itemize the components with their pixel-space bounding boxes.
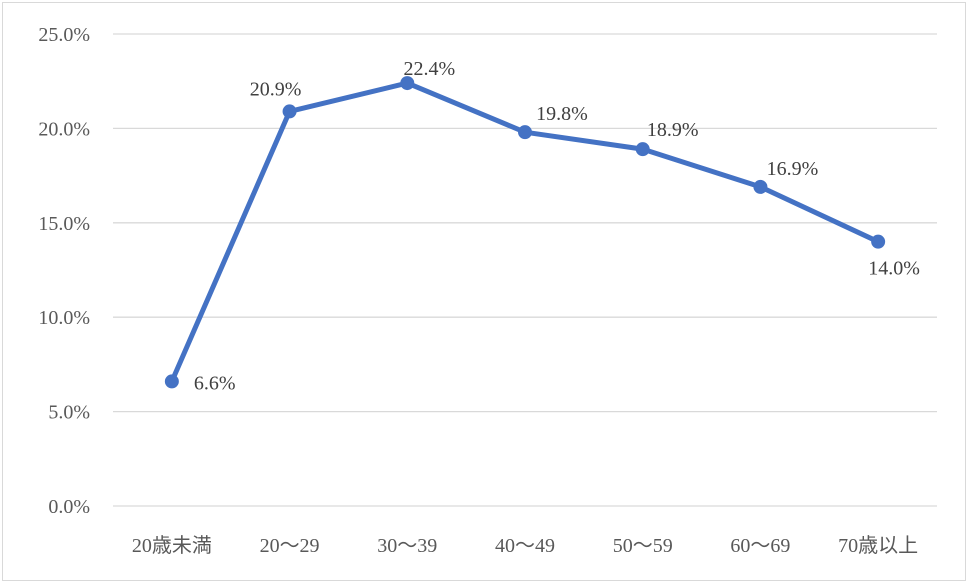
data-point (164, 374, 179, 389)
y-tick-label: 25.0% (38, 24, 90, 46)
data-label: 22.4% (403, 58, 455, 80)
x-tick-label: 70歳以上 (838, 534, 918, 557)
x-tick-label: 50～59 (613, 535, 673, 557)
data-point (400, 76, 415, 91)
y-axis-tick-labels: 0.0% 5.0% 10.0% 15.0% 20.0% 25.0% (38, 24, 90, 518)
data-label: 18.9% (647, 119, 699, 141)
y-tick-label: 15.0% (38, 213, 90, 235)
x-tick-label: 30～39 (377, 535, 437, 557)
data-label: 6.6% (194, 372, 236, 394)
data-point (518, 125, 532, 140)
data-points (164, 76, 886, 389)
data-label: 19.8% (536, 103, 588, 125)
data-point (871, 234, 886, 249)
data-point (753, 179, 768, 194)
data-label: 14.0% (868, 258, 920, 280)
gridlines (113, 33, 937, 507)
x-tick-label: 60～69 (730, 535, 790, 557)
x-tick-label: 40～49 (495, 535, 555, 557)
data-label: 20.9% (250, 78, 302, 100)
x-axis-tick-labels: 20歳未満 20～29 30～39 40～49 50～59 60～69 70歳以上 (132, 534, 918, 557)
y-tick-label: 20.0% (38, 118, 90, 140)
x-tick-label: 20歳未満 (132, 534, 212, 557)
data-point (282, 104, 297, 119)
x-tick-label: 20～29 (260, 535, 320, 557)
y-tick-label: 5.0% (48, 402, 90, 424)
data-labels: 6.6% 20.9% 22.4% 19.8% 18.9% 16.9% 14.0% (194, 58, 920, 394)
data-label: 16.9% (767, 158, 819, 180)
data-point (635, 142, 650, 157)
y-tick-label: 10.0% (38, 307, 90, 329)
y-tick-label: 0.0% (48, 496, 90, 518)
